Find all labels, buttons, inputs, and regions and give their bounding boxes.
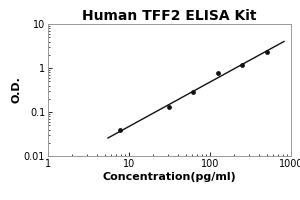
Point xyxy=(215,71,220,74)
Point xyxy=(240,64,244,67)
Point xyxy=(118,129,123,132)
Y-axis label: O.D.: O.D. xyxy=(11,77,21,103)
Title: Human TFF2 ELISA Kit: Human TFF2 ELISA Kit xyxy=(82,9,257,23)
Point xyxy=(167,105,171,109)
Point xyxy=(264,50,269,54)
Point xyxy=(191,91,196,94)
X-axis label: Concentration(pg/ml): Concentration(pg/ml) xyxy=(103,172,236,182)
